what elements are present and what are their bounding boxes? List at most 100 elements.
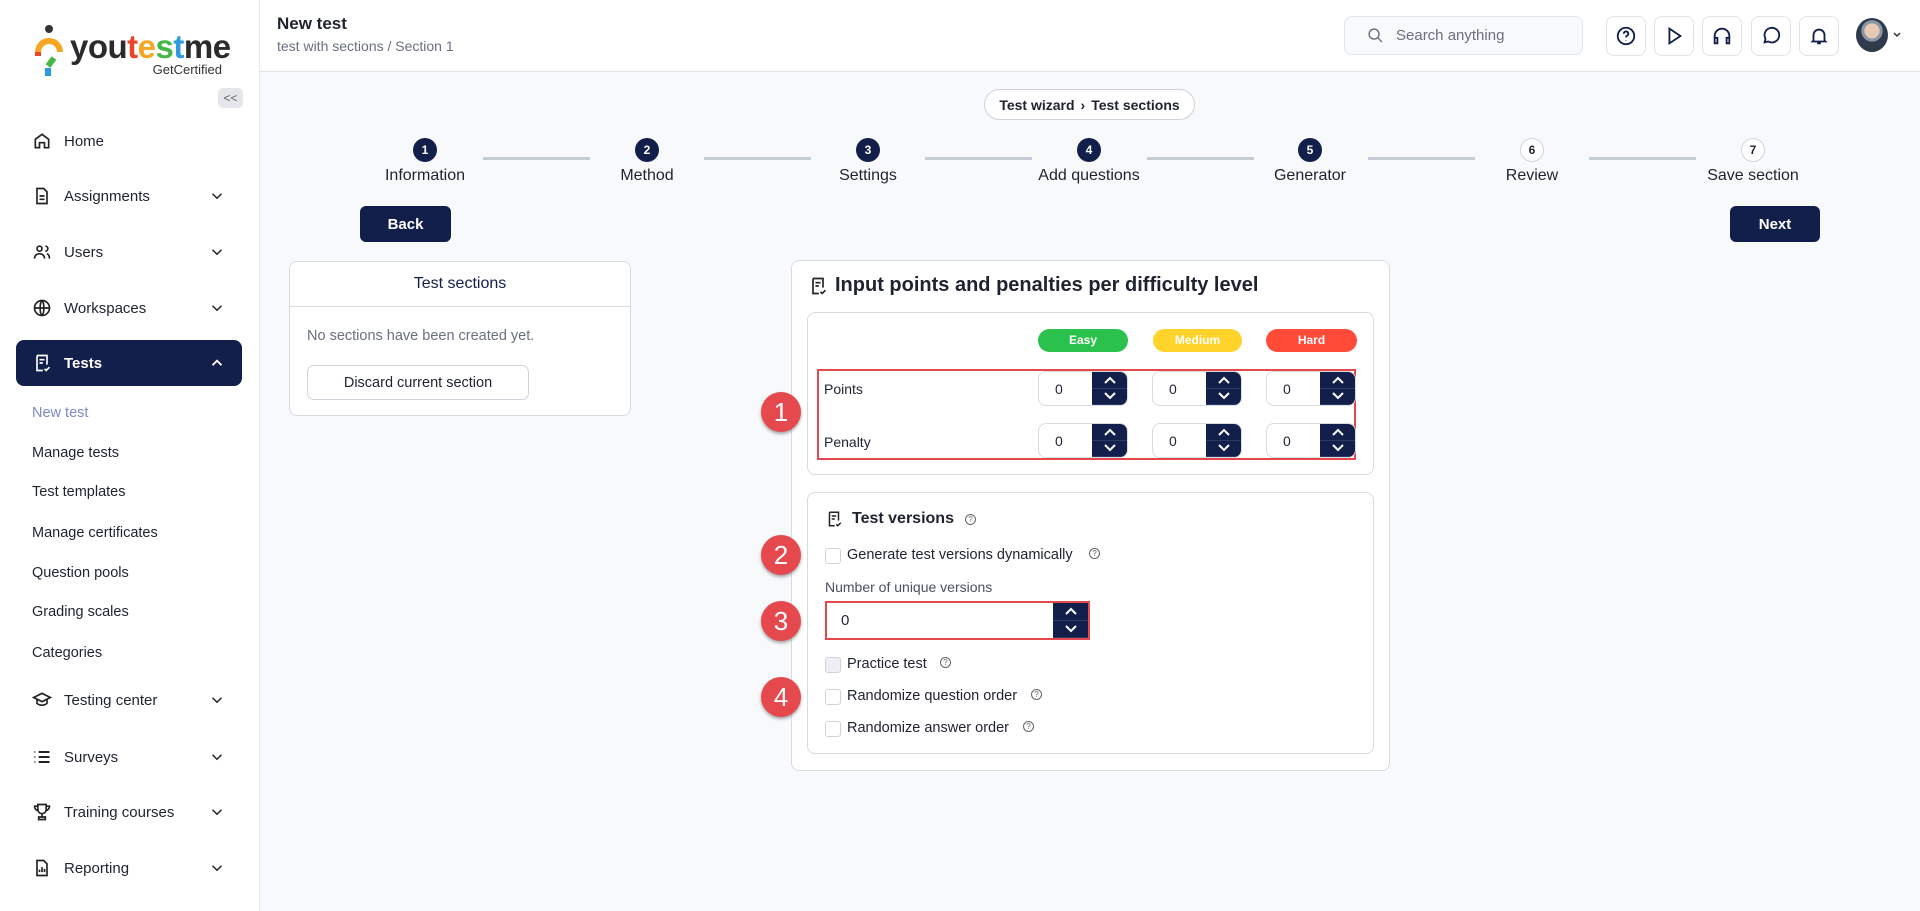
help-icon[interactable]: ? (965, 514, 976, 525)
support-button[interactable] (1702, 16, 1742, 56)
chevron-down-icon (1064, 625, 1077, 633)
decrement-button[interactable] (1320, 441, 1355, 457)
chat-button[interactable] (1751, 16, 1791, 56)
checkbox-label: Randomize answer order (847, 720, 1009, 736)
decrement-button[interactable] (1092, 441, 1127, 457)
play-button[interactable] (1654, 16, 1694, 56)
step-5-indicator[interactable]: 5 (1298, 138, 1322, 162)
sidebar-item-surveys[interactable]: Surveys (16, 734, 242, 780)
sidebar-item-testing-center[interactable]: Testing center (16, 677, 242, 723)
increment-button[interactable] (1206, 424, 1241, 441)
increment-button[interactable] (1206, 372, 1241, 389)
chevron-up-icon (1103, 428, 1116, 436)
back-button[interactable]: Back (360, 206, 451, 242)
sidebar-subitem-new-test[interactable]: New test (32, 405, 89, 421)
annotation-marker-3: 3 (761, 601, 801, 641)
increment-button[interactable] (1053, 603, 1088, 621)
step-2-indicator[interactable]: 2 (635, 138, 659, 162)
sidebar-subitem-test-templates[interactable]: Test templates (32, 484, 126, 500)
increment-button[interactable] (1320, 372, 1355, 389)
penalty-medium-stepper[interactable]: 0 (1152, 423, 1242, 458)
step-4-indicator[interactable]: 4 (1077, 138, 1101, 162)
help-button[interactable] (1606, 16, 1646, 56)
decrement-button[interactable] (1320, 389, 1355, 405)
sidebar-item-workspaces[interactable]: Workspaces (16, 285, 242, 331)
help-icon[interactable]: ? (1089, 548, 1100, 559)
generate-dynamically-checkbox[interactable] (825, 548, 841, 564)
collapse-sidebar-button[interactable]: << (218, 88, 243, 108)
step-1-label[interactable]: Information (384, 167, 466, 184)
play-icon (1668, 26, 1683, 46)
step-6-indicator[interactable]: 6 (1520, 138, 1544, 162)
annotation-marker-4: 4 (761, 677, 801, 717)
decrement-button[interactable] (1092, 389, 1127, 405)
discard-section-button[interactable]: Discard current section (307, 365, 529, 400)
help-icon[interactable]: ? (1023, 721, 1034, 732)
step-6-label[interactable]: Review (1505, 167, 1559, 184)
stepper-value[interactable]: 0 (1283, 381, 1291, 397)
step-connector (483, 157, 590, 160)
search-input[interactable]: Search anything (1344, 16, 1583, 55)
page-subtitle-breadcrumb: test with sections / Section 1 (277, 38, 454, 54)
sidebar-item-label: Users (64, 243, 104, 261)
sidebar-subitem-categories[interactable]: Categories (32, 645, 103, 661)
home-icon (34, 133, 50, 149)
help-icon[interactable]: ? (940, 657, 951, 668)
sidebar-subitem-grading-scales[interactable]: Grading scales (32, 604, 129, 620)
practice-test-checkbox[interactable] (825, 657, 841, 673)
decrement-button[interactable] (1206, 389, 1241, 405)
step-4-label[interactable]: Add questions (1038, 167, 1140, 184)
brand-logo[interactable]: youtestme GetCertified (34, 24, 234, 78)
chevron-up-icon (1331, 428, 1344, 436)
points-medium-stepper[interactable]: 0 (1152, 371, 1242, 406)
test-icon (812, 277, 827, 295)
chevron-down-icon (1331, 444, 1344, 452)
sidebar-item-tests[interactable]: Tests (16, 340, 242, 386)
sidebar-item-label: Assignments (64, 187, 150, 205)
randomize-question-order-checkbox[interactable] (825, 689, 841, 705)
sidebar-subitem-question-pools[interactable]: Question pools (32, 565, 129, 581)
stepper-value[interactable]: 0 (1055, 433, 1063, 449)
stepper-value[interactable]: 0 (1169, 381, 1177, 397)
stepper-value[interactable]: 0 (841, 612, 850, 629)
unique-versions-stepper[interactable]: 0 (825, 601, 1090, 640)
next-button[interactable]: Next (1730, 206, 1820, 242)
penalty-hard-stepper[interactable]: 0 (1266, 423, 1356, 458)
sidebar-item-home[interactable]: Home (16, 118, 242, 164)
search-icon (1368, 28, 1383, 43)
step-1-indicator[interactable]: 1 (413, 138, 437, 162)
step-5-label[interactable]: Generator (1273, 167, 1347, 184)
step-connector (925, 157, 1032, 160)
sidebar-item-users[interactable]: Users (16, 229, 242, 275)
penalty-easy-stepper[interactable]: 0 (1038, 423, 1128, 458)
step-3-label[interactable]: Settings (839, 167, 897, 184)
step-2-label[interactable]: Method (620, 167, 674, 184)
help-icon (1616, 26, 1636, 46)
sidebar-item-assignments[interactable]: Assignments (16, 173, 242, 219)
decrement-button[interactable] (1053, 621, 1088, 638)
notifications-button[interactable] (1799, 16, 1839, 56)
randomize-answer-order-checkbox[interactable] (825, 721, 841, 737)
sidebar-item-reporting[interactable]: Reporting (16, 845, 242, 891)
step-3-indicator[interactable]: 3 (856, 138, 880, 162)
points-easy-stepper[interactable]: 0 (1038, 371, 1128, 406)
breadcrumb-item[interactable]: Test wizard (999, 96, 1075, 113)
stepper-value[interactable]: 0 (1169, 433, 1177, 449)
chat-icon (1763, 26, 1781, 44)
stepper-value[interactable]: 0 (1283, 433, 1291, 449)
stepper-value[interactable]: 0 (1055, 381, 1063, 397)
points-hard-stepper[interactable]: 0 (1266, 371, 1356, 406)
decrement-button[interactable] (1206, 441, 1241, 457)
sidebar-item-training-courses[interactable]: Training courses (16, 789, 242, 835)
chevron-down-icon[interactable] (1892, 31, 1902, 39)
increment-button[interactable] (1092, 424, 1127, 441)
increment-button[interactable] (1320, 424, 1355, 441)
step-7-indicator[interactable]: 7 (1741, 138, 1765, 162)
help-icon[interactable]: ? (1031, 689, 1042, 700)
sidebar-subitem-manage-tests[interactable]: Manage tests (32, 445, 120, 461)
increment-button[interactable] (1092, 372, 1127, 389)
sidebar-subitem-manage-certificates[interactable]: Manage certificates (32, 525, 158, 541)
section-title: Test versions (852, 510, 954, 527)
user-avatar[interactable] (1856, 18, 1888, 52)
step-7-label[interactable]: Save section (1707, 167, 1799, 184)
